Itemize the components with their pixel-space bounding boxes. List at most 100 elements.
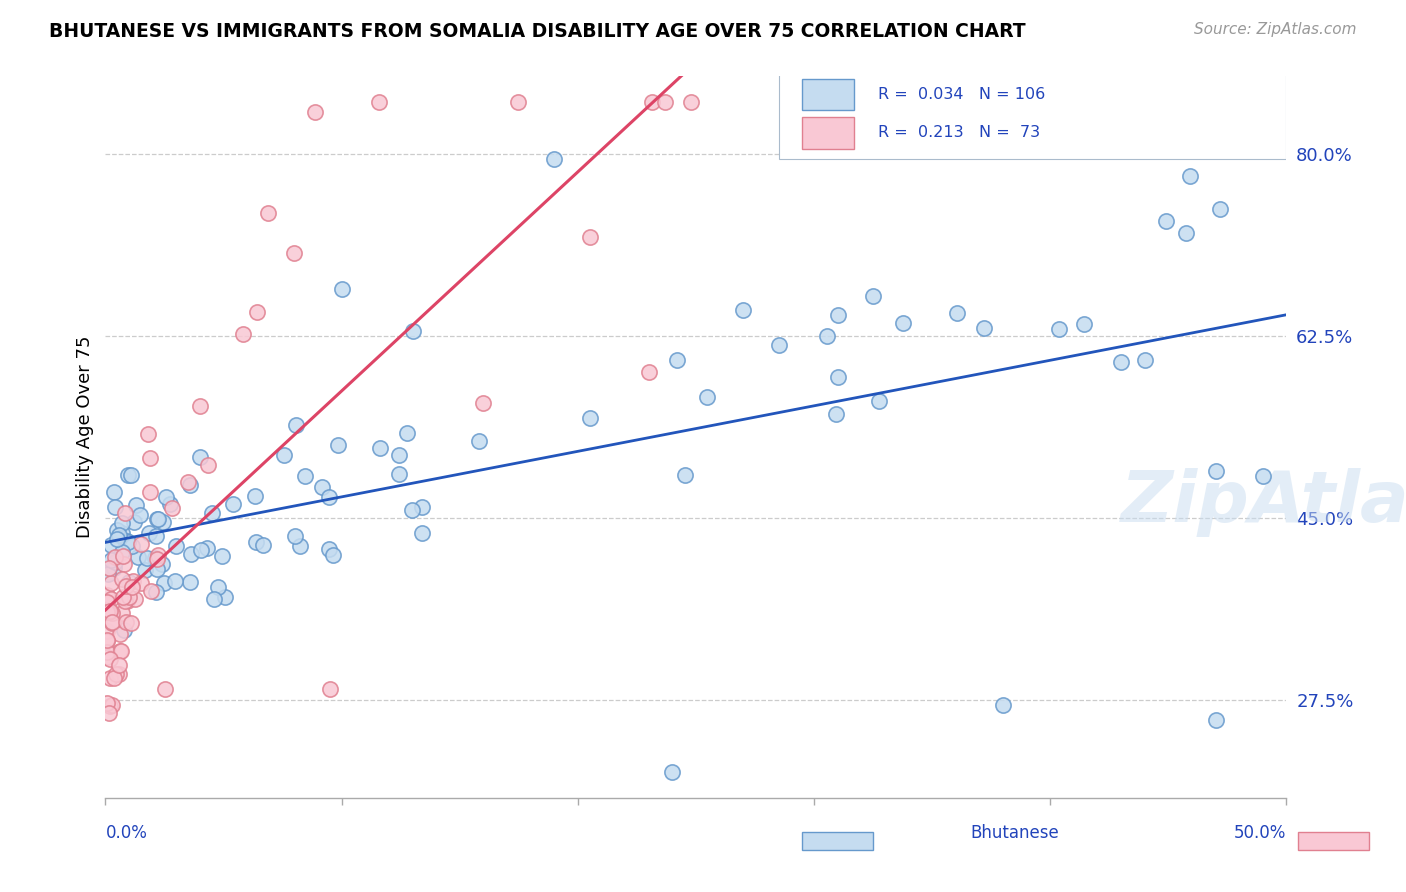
- Point: [135, 550, 157, 565]
- Point: [696, 391, 718, 405]
- Point: [124, 499, 146, 513]
- Point: [111, 572, 134, 586]
- Point: [98, 706, 121, 720]
- Point: [103, 560, 125, 574]
- Point: [103, 671, 125, 685]
- Point: [97, 567, 120, 582]
- Point: [294, 468, 316, 483]
- Point: [100, 537, 122, 551]
- Point: [98, 652, 121, 666]
- Point: [117, 535, 139, 549]
- Point: [214, 591, 236, 605]
- Point: [115, 534, 138, 549]
- Point: [893, 316, 915, 330]
- Point: [188, 450, 211, 464]
- Point: [114, 594, 136, 608]
- Point: [388, 448, 411, 462]
- Point: [472, 396, 495, 410]
- Point: [395, 425, 418, 440]
- Text: ZipAtlas: ZipAtlas: [1121, 467, 1406, 537]
- Point: [96, 605, 118, 619]
- Point: [100, 553, 122, 567]
- Point: [107, 657, 129, 672]
- Point: [973, 321, 995, 335]
- Point: [101, 615, 124, 630]
- Point: [207, 580, 229, 594]
- Point: [152, 557, 174, 571]
- Bar: [803, 78, 855, 110]
- Point: [368, 442, 391, 456]
- Point: [543, 152, 565, 166]
- Point: [1154, 214, 1177, 228]
- Point: [112, 623, 135, 637]
- Point: [232, 327, 254, 342]
- Point: [1178, 169, 1201, 184]
- Point: [945, 306, 967, 320]
- Point: [115, 579, 138, 593]
- Text: R =  0.034   N = 106: R = 0.034 N = 106: [877, 87, 1045, 102]
- Point: [1251, 469, 1274, 483]
- Point: [121, 580, 143, 594]
- Point: [139, 583, 162, 598]
- Point: [179, 478, 201, 492]
- Point: [654, 95, 676, 109]
- Point: [202, 591, 225, 606]
- Point: [246, 305, 269, 319]
- Point: [112, 558, 135, 572]
- Point: [98, 561, 121, 575]
- Point: [146, 512, 169, 526]
- Point: [145, 529, 167, 543]
- Point: [825, 407, 848, 421]
- Point: [862, 289, 884, 303]
- Point: [304, 105, 326, 120]
- Text: R =  0.213   N =  73: R = 0.213 N = 73: [877, 126, 1040, 141]
- Point: [129, 576, 152, 591]
- Point: [401, 324, 423, 338]
- Point: [120, 616, 142, 631]
- Point: [243, 489, 266, 503]
- Point: [124, 592, 146, 607]
- Bar: [1298, 831, 1369, 850]
- Point: [1073, 317, 1095, 331]
- Point: [285, 417, 308, 432]
- Point: [195, 541, 218, 555]
- Point: [1205, 714, 1227, 728]
- Text: Source: ZipAtlas.com: Source: ZipAtlas.com: [1194, 22, 1357, 37]
- Point: [107, 523, 129, 537]
- Point: [103, 614, 125, 628]
- Point: [153, 682, 176, 697]
- Point: [104, 500, 127, 515]
- Point: [827, 369, 849, 384]
- Point: [122, 516, 145, 530]
- Point: [322, 548, 344, 562]
- Point: [97, 565, 120, 579]
- Point: [100, 606, 122, 620]
- Point: [368, 95, 391, 109]
- Point: [96, 634, 118, 648]
- Point: [401, 503, 423, 517]
- Point: [138, 450, 160, 465]
- Point: [180, 547, 202, 561]
- Point: [152, 516, 174, 530]
- Point: [1209, 202, 1232, 216]
- Point: [114, 507, 136, 521]
- Point: [96, 645, 118, 659]
- Point: [100, 699, 122, 714]
- Point: [991, 698, 1014, 712]
- Point: [1175, 226, 1198, 240]
- Point: [868, 393, 890, 408]
- Point: [679, 95, 702, 109]
- Point: [120, 468, 142, 483]
- Point: [138, 526, 160, 541]
- Point: [165, 539, 187, 553]
- Point: [411, 500, 433, 514]
- Point: [146, 548, 169, 562]
- Point: [666, 352, 689, 367]
- Point: [97, 606, 120, 620]
- Point: [468, 434, 491, 448]
- Point: [146, 552, 169, 566]
- Point: [1047, 321, 1070, 335]
- Point: [177, 475, 200, 490]
- Point: [105, 532, 128, 546]
- Point: [827, 308, 849, 322]
